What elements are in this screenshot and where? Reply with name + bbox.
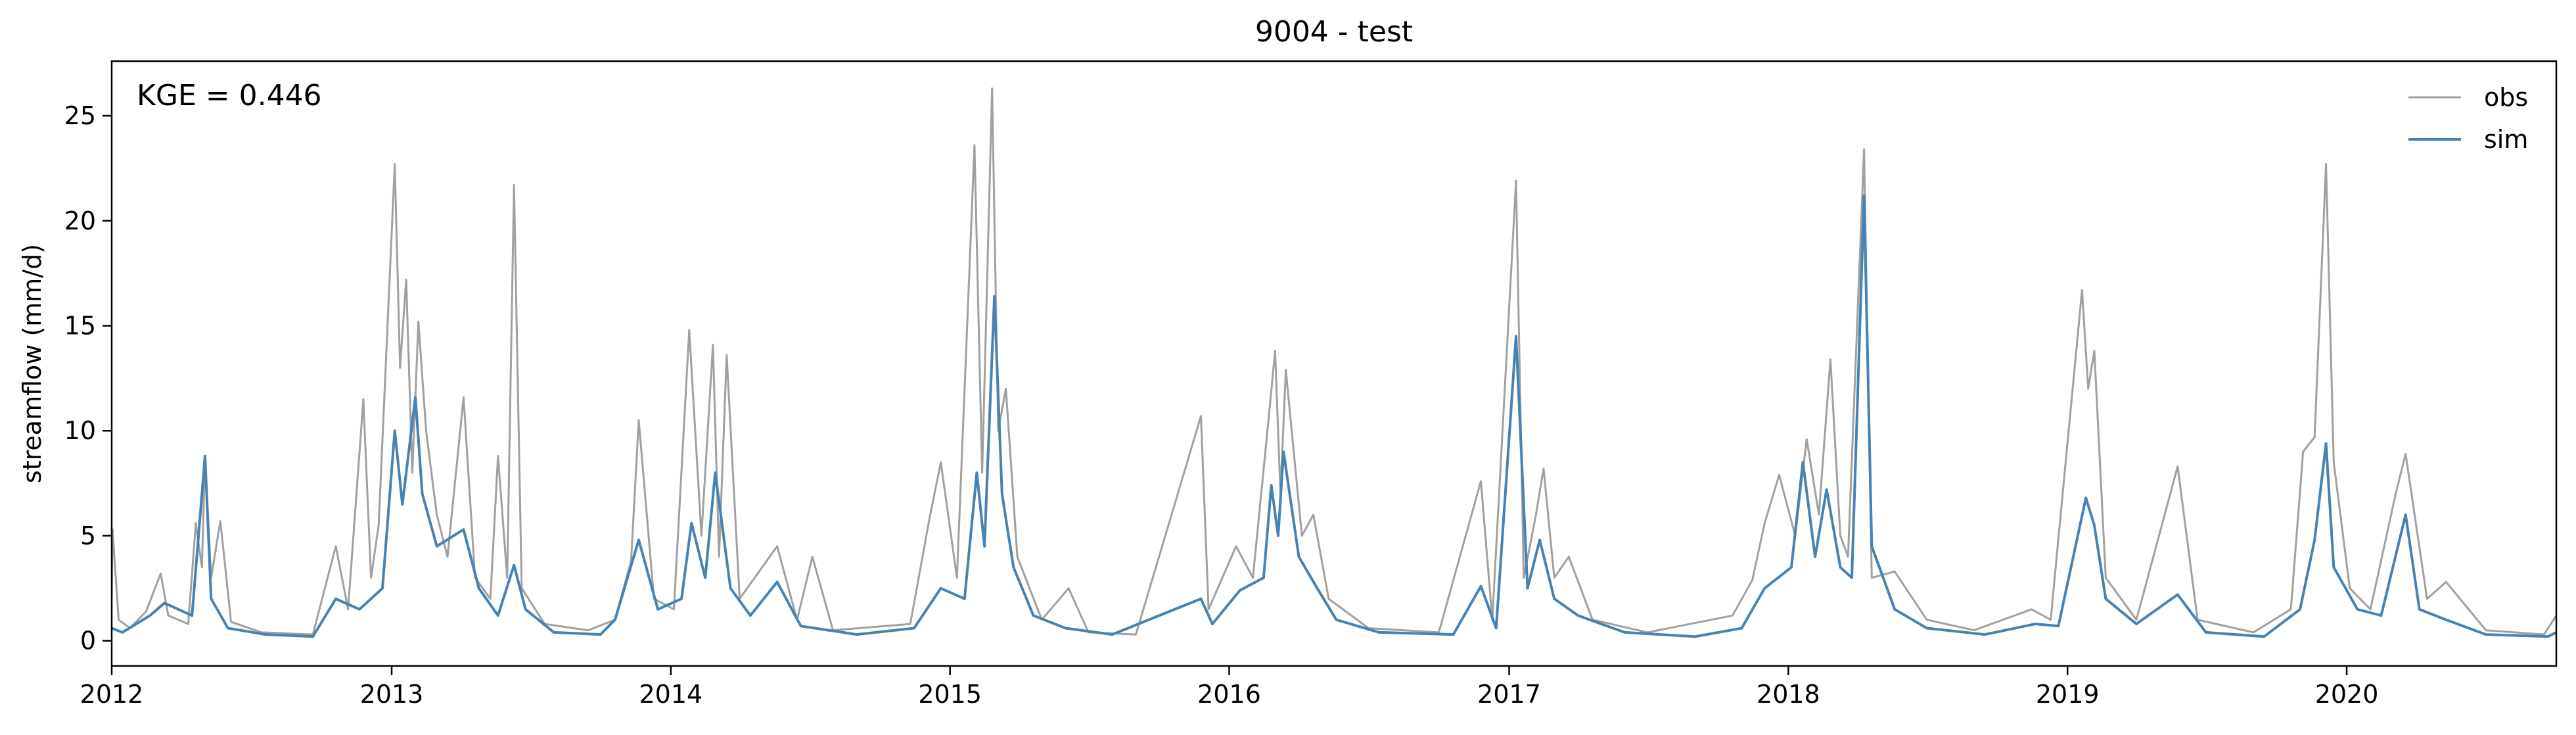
x-tick-label: 2017 bbox=[1477, 680, 1541, 709]
y-tick-label: 5 bbox=[80, 521, 96, 550]
x-tick-label: 2019 bbox=[2036, 680, 2100, 709]
chart-title: 9004 - test bbox=[1255, 15, 1413, 49]
y-axis-label: streamflow (mm/d) bbox=[18, 244, 47, 483]
legend-label-obs: obs bbox=[2484, 83, 2528, 112]
y-tick-label: 20 bbox=[64, 206, 96, 235]
x-tick-label: 2015 bbox=[918, 680, 982, 709]
series-layer bbox=[112, 87, 2556, 638]
y-tick-label: 0 bbox=[80, 627, 96, 655]
y-tick-label: 15 bbox=[64, 312, 96, 341]
series-line-obs bbox=[112, 87, 2556, 636]
x-tick-label: 2020 bbox=[2315, 680, 2379, 709]
series-line-sim bbox=[112, 194, 2556, 638]
y-tick-label: 10 bbox=[64, 416, 96, 445]
x-tick-label: 2013 bbox=[360, 680, 424, 709]
y-tick-label: 25 bbox=[64, 101, 96, 130]
plot-frame bbox=[110, 60, 2558, 667]
legend: obs sim bbox=[2408, 83, 2528, 154]
y-axis-ticks: 0 5 10 15 20 25 bbox=[64, 101, 112, 655]
x-axis-ticks: 2012 2013 2014 2015 2016 2017 2018 2019 2020 bbox=[80, 666, 2379, 709]
x-tick-label: 2012 bbox=[80, 680, 144, 709]
x-tick-label: 2016 bbox=[1197, 680, 1261, 709]
x-tick-label: 2014 bbox=[639, 680, 702, 709]
x-tick-label: 2018 bbox=[1757, 680, 1820, 709]
kge-annotation: KGE = 0.446 bbox=[137, 79, 322, 112]
legend-label-sim: sim bbox=[2484, 125, 2528, 154]
